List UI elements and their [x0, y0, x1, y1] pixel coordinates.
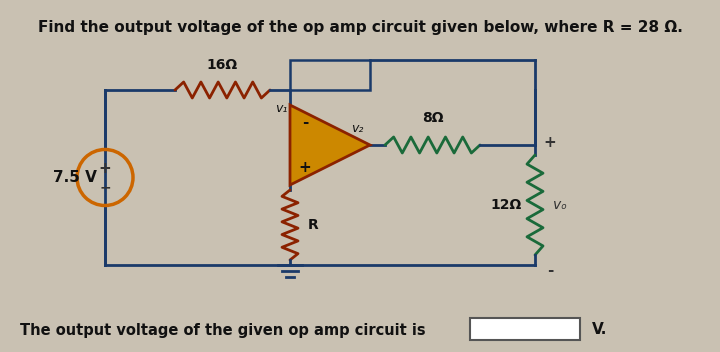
Text: 12Ω: 12Ω [490, 198, 521, 212]
Text: +: + [99, 161, 112, 176]
Bar [470, 318, 580, 340]
Text: The output voltage of the given op amp circuit is: The output voltage of the given op amp c… [20, 322, 426, 338]
Text: -: - [546, 263, 553, 278]
Text: +: + [299, 159, 311, 175]
Text: 7.5 V: 7.5 V [53, 170, 97, 185]
Text: v₁: v₁ [275, 102, 287, 115]
Text: v₂: v₂ [351, 122, 363, 135]
Text: vₒ: vₒ [553, 198, 567, 212]
Text: 8Ω: 8Ω [422, 111, 444, 125]
Text: +: + [544, 135, 557, 150]
Text: R: R [308, 218, 319, 232]
Polygon shape [290, 105, 370, 185]
Text: Find the output voltage of the op amp circuit given below, where R = 28 Ω.: Find the output voltage of the op amp ci… [37, 20, 683, 35]
Bar [290, 60, 370, 90]
Text: -: - [302, 115, 308, 131]
Text: −: − [99, 181, 111, 195]
Text: 16Ω: 16Ω [207, 58, 238, 72]
Text: V.: V. [592, 322, 608, 338]
